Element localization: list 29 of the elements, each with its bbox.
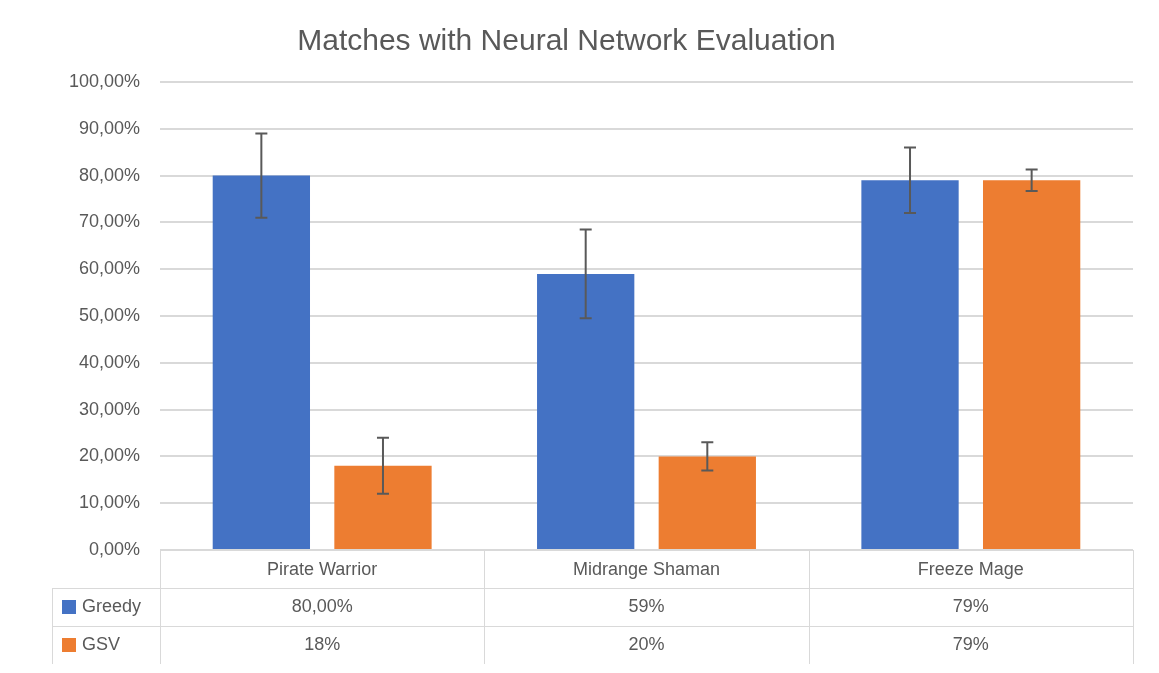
y-tick-label: 10,00% [78,492,140,513]
data-label: 20% [628,633,665,654]
y-tick-label: 30,00% [78,398,140,419]
x-tick-label: Freeze Mage [917,558,1024,579]
y-tick-label: 70,00% [78,211,140,232]
data-label: 59% [628,595,665,616]
bar [212,175,310,549]
legend-label: GSV [82,633,121,654]
data-label: 80,00% [291,595,353,616]
y-tick-label: 20,00% [78,445,140,466]
bar [861,180,959,549]
bar [983,180,1081,549]
y-tick-label: 40,00% [78,351,140,372]
legend-label: Greedy [82,595,142,616]
y-tick-label: 100,00% [68,70,140,91]
y-tick-label: 60,00% [78,258,140,279]
chart-title: Matches with Neural Network Evaluation [297,23,836,57]
x-tick-label: Pirate Warrior [266,558,378,579]
y-tick-label: 50,00% [78,304,140,325]
bar [658,456,756,549]
data-label: 79% [952,595,989,616]
y-tick-label: 80,00% [78,164,140,185]
data-label: 79% [952,633,989,654]
y-tick-label: 90,00% [78,117,140,138]
y-tick-label: 0,00% [88,538,140,559]
x-tick-label: Midrange Shaman [572,558,721,579]
data-label: 18% [304,633,341,654]
bar [537,273,635,549]
bar [334,465,432,549]
